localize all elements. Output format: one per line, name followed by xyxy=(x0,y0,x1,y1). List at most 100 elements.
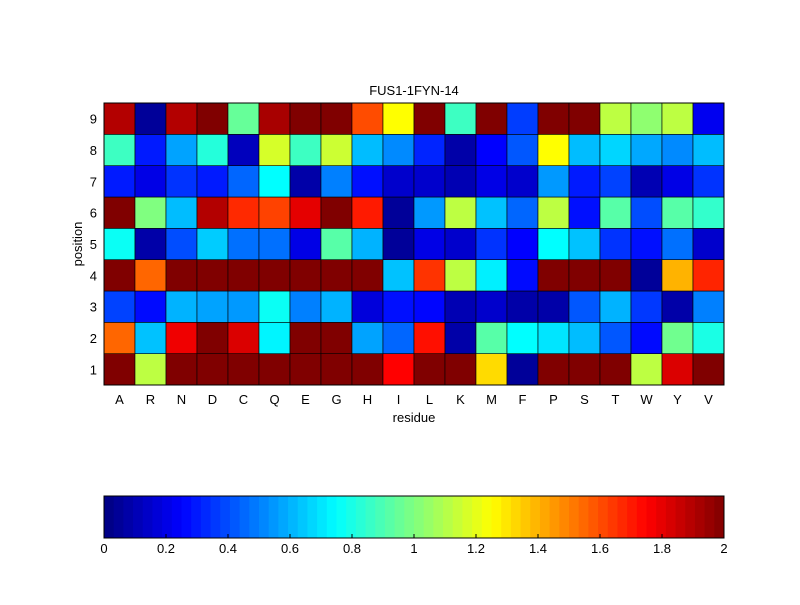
cell-K-8 xyxy=(444,134,477,166)
cell-A-3 xyxy=(103,290,136,323)
cell-D-3 xyxy=(196,290,229,323)
cell-R-5 xyxy=(134,228,167,260)
cell-F-6 xyxy=(506,196,539,229)
colorbar-swatch xyxy=(510,496,522,538)
x-tick-label: P xyxy=(549,392,558,407)
cell-T-6 xyxy=(599,196,632,229)
colorbar-swatch xyxy=(375,496,386,538)
cell-C-8 xyxy=(227,134,260,166)
cell-I-1 xyxy=(382,353,415,386)
colorbar-swatch xyxy=(656,496,667,538)
cell-N-6 xyxy=(165,196,198,229)
x-tick-label: A xyxy=(115,392,124,407)
colorbar-swatch xyxy=(627,496,638,538)
cell-P-2 xyxy=(537,322,570,354)
colorbar-swatch xyxy=(384,496,396,538)
cell-K-9 xyxy=(444,102,477,135)
cell-T-1 xyxy=(599,353,632,386)
cell-L-3 xyxy=(413,290,446,323)
cell-V-2 xyxy=(692,322,725,354)
cell-P-5 xyxy=(537,228,570,260)
cell-D-5 xyxy=(196,228,229,260)
x-tick-label: Q xyxy=(269,392,279,407)
colorbar-swatch xyxy=(268,496,279,538)
cell-R-6 xyxy=(134,196,167,229)
cell-V-7 xyxy=(692,165,725,198)
colorbar-swatch xyxy=(181,496,192,538)
cell-F-7 xyxy=(506,165,539,198)
cell-Y-3 xyxy=(661,290,694,323)
cell-I-4 xyxy=(382,259,415,292)
cell-G-4 xyxy=(320,259,353,292)
colorbar-swatch xyxy=(665,496,677,538)
cell-H-9 xyxy=(351,102,384,135)
cell-V-6 xyxy=(692,196,725,229)
cell-R-3 xyxy=(134,290,167,323)
cell-A-7 xyxy=(103,165,136,198)
cell-Y-1 xyxy=(661,353,694,386)
colorbar-swatch xyxy=(288,496,299,538)
cell-Q-7 xyxy=(258,165,291,198)
colorbar-swatch xyxy=(171,496,182,538)
y-tick-label: 9 xyxy=(90,112,97,127)
colorbar-swatch xyxy=(530,496,541,538)
cell-H-3 xyxy=(351,290,384,323)
cell-Y-4 xyxy=(661,259,694,292)
x-tick-label: V xyxy=(704,392,713,407)
cell-A-9 xyxy=(103,102,136,135)
colorbar-swatch xyxy=(346,496,357,538)
cell-Q-3 xyxy=(258,290,291,323)
cell-S-1 xyxy=(568,353,601,386)
cell-K-6 xyxy=(444,196,477,229)
y-tick-label: 6 xyxy=(90,206,97,221)
cell-D-7 xyxy=(196,165,229,198)
cell-Q-6 xyxy=(258,196,291,229)
colorbar-swatch xyxy=(229,496,241,538)
cell-H-5 xyxy=(351,228,384,260)
cell-I-9 xyxy=(382,102,415,135)
cell-N-8 xyxy=(165,134,198,166)
colorbar-swatch xyxy=(433,496,444,538)
colorbar-tick-label: 1.4 xyxy=(529,541,547,556)
colorbar-swatch xyxy=(549,496,560,538)
cell-F-4 xyxy=(506,259,539,292)
x-tick-label: G xyxy=(331,392,341,407)
cell-K-2 xyxy=(444,322,477,354)
cell-V-1 xyxy=(692,353,725,386)
colorbar-swatch xyxy=(200,496,212,538)
cell-R-1 xyxy=(134,353,167,386)
cell-R-9 xyxy=(134,102,167,135)
cell-G-9 xyxy=(320,102,353,135)
cell-D-8 xyxy=(196,134,229,166)
colorbar-tick-label: 0.8 xyxy=(343,541,361,556)
cell-R-2 xyxy=(134,322,167,354)
colorbar-swatch xyxy=(191,496,202,538)
cell-Q-4 xyxy=(258,259,291,292)
cell-P-6 xyxy=(537,196,570,229)
y-tick-label: 2 xyxy=(90,331,97,346)
colorbar-swatch xyxy=(355,496,367,538)
cell-Q-1 xyxy=(258,353,291,386)
colorbar-swatch xyxy=(462,496,473,538)
cell-L-2 xyxy=(413,322,446,354)
cell-H-8 xyxy=(351,134,384,166)
colorbar-swatch xyxy=(501,496,512,538)
colorbar-swatch xyxy=(239,496,250,538)
colorbar-swatch xyxy=(472,496,483,538)
cell-V-3 xyxy=(692,290,725,323)
cell-E-2 xyxy=(289,322,322,354)
colorbar-tick-label: 0 xyxy=(100,541,107,556)
cell-C-1 xyxy=(227,353,260,386)
y-tick-label: 7 xyxy=(90,174,97,189)
cell-N-7 xyxy=(165,165,198,198)
cell-T-4 xyxy=(599,259,632,292)
cell-E-6 xyxy=(289,196,322,229)
colorbar-swatch xyxy=(481,496,492,538)
colorbar-tick-label: 1 xyxy=(410,541,417,556)
cell-I-8 xyxy=(382,134,415,166)
colorbar-swatch xyxy=(685,496,696,538)
cell-F-8 xyxy=(506,134,539,166)
cell-Y-8 xyxy=(661,134,694,166)
colorbar-swatch xyxy=(675,496,686,538)
colorbar-swatch xyxy=(423,496,434,538)
